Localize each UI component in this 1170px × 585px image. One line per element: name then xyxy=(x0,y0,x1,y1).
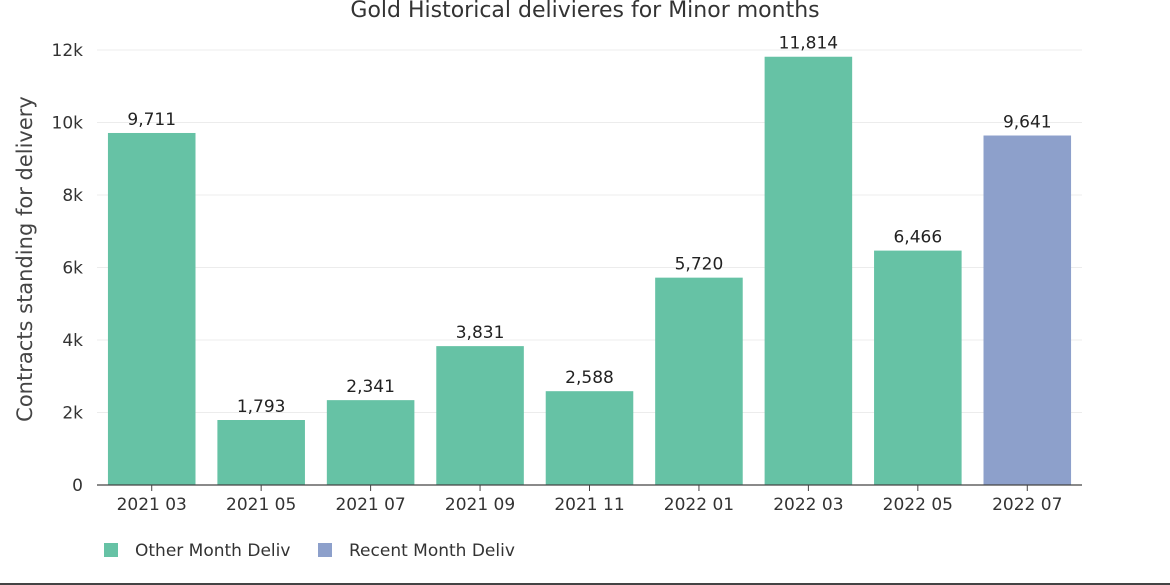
bar-value-label: 5,720 xyxy=(675,255,724,275)
bar-2022-01 xyxy=(655,277,743,485)
bar-value-label: 6,466 xyxy=(893,228,942,248)
x-tick-label: 2021 07 xyxy=(335,495,405,515)
y-tick-label: 4k xyxy=(62,331,83,351)
axes: 0 2k 4k 6k 8k 10k 12k 2021 03 2021 05 2021 07 2021… xyxy=(52,41,1082,515)
data-labels: 9,711 1,793 2,341 3,831 2,588 5,720 11,814 6,46… xyxy=(127,34,1051,417)
bars xyxy=(107,56,1072,486)
x-tick-label: 2021 03 xyxy=(117,495,187,515)
x-tick-label: 2021 05 xyxy=(226,495,296,515)
legend-swatch xyxy=(104,543,118,557)
x-tick-label: 2022 01 xyxy=(664,495,734,515)
legend-label: Other Month Deliv xyxy=(135,541,290,561)
y-tick-label: 12k xyxy=(52,41,84,61)
y-tick-label: 0 xyxy=(72,476,83,496)
bar-value-label: 11,814 xyxy=(779,34,838,54)
bar-2021-03 xyxy=(107,132,196,485)
x-tick-label: 2021 09 xyxy=(445,495,515,515)
bar-value-label: 2,341 xyxy=(346,377,395,397)
bar-2021-09 xyxy=(436,346,524,485)
bar-2022-07 xyxy=(983,135,1072,486)
bar-value-label: 3,831 xyxy=(456,323,505,343)
x-tick-label: 2021 11 xyxy=(554,495,624,515)
bar-value-label: 1,793 xyxy=(237,397,286,417)
bar-2021-05 xyxy=(217,420,305,485)
y-axis-title: Contracts standing for delivery xyxy=(13,96,37,422)
bar-value-label: 9,641 xyxy=(1003,113,1052,133)
x-tick-label: 2022 07 xyxy=(992,495,1062,515)
y-tick-label: 8k xyxy=(62,186,83,206)
bar-2022-03 xyxy=(764,56,853,486)
x-tick-label: 2022 05 xyxy=(883,495,953,515)
y-tick-label: 10k xyxy=(52,114,84,134)
bar-2021-11 xyxy=(545,391,634,485)
legend: Other Month Deliv Recent Month Deliv xyxy=(104,541,515,561)
bar-2022-05 xyxy=(874,250,962,485)
legend-swatch xyxy=(318,543,332,557)
bar-2021-07 xyxy=(326,400,415,485)
bar-value-label: 9,711 xyxy=(127,110,176,130)
bar-value-label: 2,588 xyxy=(565,368,614,388)
bottom-divider xyxy=(0,583,1170,585)
chart-title: Gold Historical delivieres for Minor mon… xyxy=(350,0,819,23)
y-tick-label: 2k xyxy=(62,404,83,424)
x-tick-label: 2022 03 xyxy=(773,495,843,515)
y-tick-label: 6k xyxy=(62,259,83,279)
legend-label: Recent Month Deliv xyxy=(349,541,515,561)
